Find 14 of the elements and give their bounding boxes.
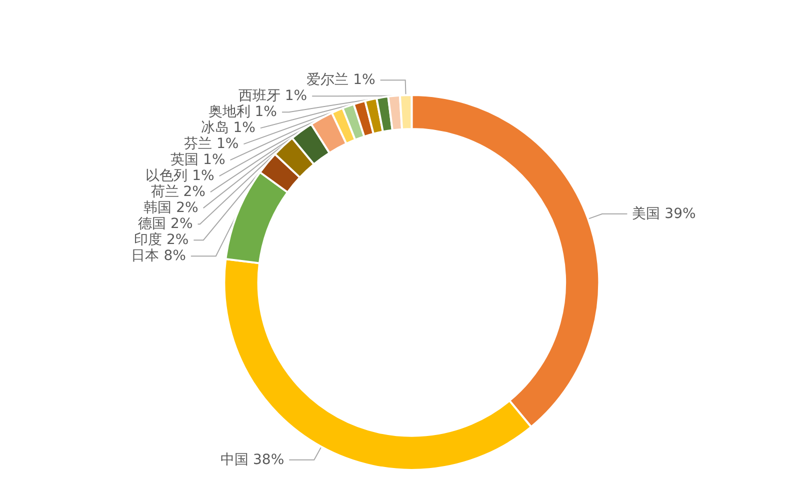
slice-label: 爱尔兰 1% xyxy=(306,72,376,88)
slice-label: 西班牙 1% xyxy=(238,88,308,104)
slice-label: 奥地利 1% xyxy=(208,104,277,120)
slice-label: 芬兰 1% xyxy=(184,136,239,152)
slice-label: 日本 8% xyxy=(131,248,186,264)
slice-label: 印度 2% xyxy=(134,232,189,248)
slice-label: 荷兰 2% xyxy=(150,184,206,200)
slice-label: 德国 2% xyxy=(138,216,193,232)
slice-label: 英国 1% xyxy=(170,152,226,168)
slice-label: 中国 38% xyxy=(220,452,284,468)
slice-label: 以色列 1% xyxy=(146,168,214,184)
slice-label: 冰岛 1% xyxy=(200,120,256,136)
slice-label: 韩国 2% xyxy=(144,200,198,216)
slice-label: 美国 39% xyxy=(632,206,696,222)
